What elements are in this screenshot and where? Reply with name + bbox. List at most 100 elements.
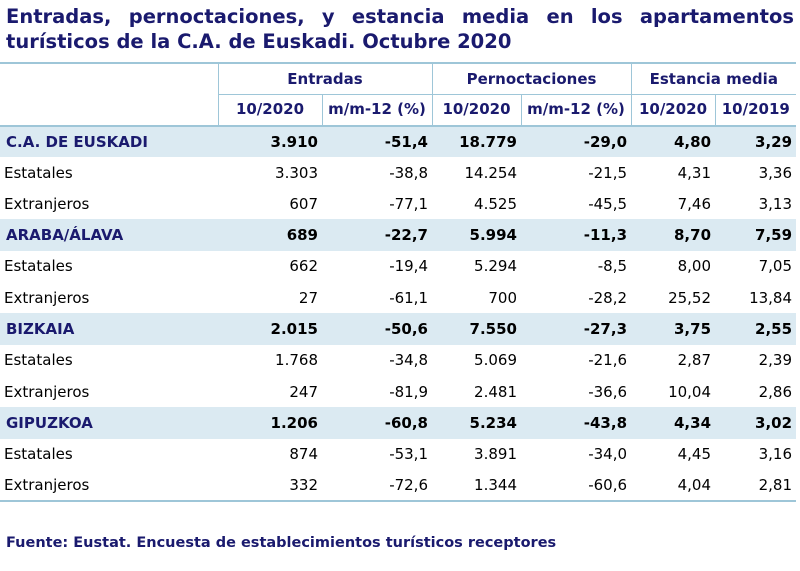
table-cell: 1.206	[218, 407, 322, 439]
table-row-region: BIZKAIA 2.015 -50,6 7.550 -27,3 3,75 2,55	[0, 313, 797, 345]
row-label: Extranjeros	[4, 194, 90, 213]
header-entradas: Entradas	[217, 61, 432, 95]
table-cell: 5.069	[474, 351, 517, 370]
table-cell: -27,3	[521, 313, 632, 345]
row-label: Estatales	[4, 163, 73, 182]
table-cell: -8,5	[597, 257, 628, 276]
header-row-sub: 10/2020 m/m-12 (%) 10/2020 m/m-12 (%) 10…	[0, 93, 797, 127]
table-row: Extranjeros 332 -72,6 1.344 -60,6 4,04 2,81	[0, 469, 797, 503]
table-cell: 2,86	[758, 382, 793, 401]
table-cell: 3,16	[758, 445, 793, 464]
table-cell: -11,3	[521, 219, 632, 251]
table-cell: -53,1	[389, 445, 428, 464]
table-cell: 700	[488, 288, 517, 307]
source-note: Fuente: Eustat. Encuesta de establecimie…	[6, 535, 557, 551]
header-pernoctaciones: Pernoctaciones	[431, 61, 632, 95]
row-label: C.A. DE EUSKADI	[0, 125, 218, 157]
table-row: Estatales 662 -19,4 5.294 -8,5 8,00 7,05	[0, 251, 796, 282]
table-cell: 4,80	[631, 125, 716, 157]
header-estancia-previous: 10/2019	[714, 93, 797, 127]
table-cell: -51,4	[322, 125, 432, 157]
table-cell: -72,6	[322, 469, 432, 503]
table-cell: -19,4	[389, 257, 428, 276]
table-cell: 3.303	[275, 163, 318, 182]
table-cell: 7,59	[715, 219, 797, 251]
table-cell: 5.994	[432, 219, 521, 251]
table-cell: 2.015	[218, 313, 322, 345]
table-cell: 662	[289, 257, 318, 276]
title-line-1: Entradas, pernoctaciones, y estancia med…	[6, 5, 794, 28]
table-cell: 4,04	[631, 469, 716, 503]
table-cell: -81,9	[389, 382, 428, 401]
table-row: Estatales 874 -53,1 3.891 -34,0 4,45 3,16	[0, 439, 796, 470]
table-cell: 332	[218, 469, 322, 503]
table-cell: -50,6	[322, 313, 432, 345]
table-cell: 3.891	[474, 445, 517, 464]
table-cell: -22,7	[322, 219, 432, 251]
table-cell: 10,04	[668, 382, 712, 401]
table-cell: 1.344	[432, 469, 521, 503]
table-cell: 3,13	[758, 194, 793, 213]
table-cell: 3,75	[631, 313, 716, 345]
table-cell: -45,5	[588, 194, 628, 213]
table-cell: 874	[289, 445, 318, 464]
header-row-groups: Entradas Pernoctaciones Estancia media	[0, 61, 797, 95]
page-title: Entradas, pernoctaciones, y estancia med…	[6, 4, 794, 54]
table-cell: 2,39	[758, 351, 793, 370]
row-label: Estatales	[4, 257, 73, 276]
table-cell: -34,8	[389, 351, 428, 370]
row-label: Extranjeros	[0, 469, 218, 503]
title-line-2: turísticos de la C.A. de Euskadi. Octubr…	[6, 30, 512, 53]
table-row-region: ARABA/ÁLAVA 689 -22,7 5.994 -11,3 8,70 7,59	[0, 219, 797, 251]
table-cell: 689	[218, 219, 322, 251]
row-label: Extranjeros	[4, 288, 90, 307]
table-cell: 2,55	[715, 313, 797, 345]
table-cell: 5.294	[474, 257, 517, 276]
table-cell: 3,29	[715, 125, 797, 157]
table-cell: 8,00	[677, 257, 712, 276]
table-cell: -60,6	[521, 469, 632, 503]
row-label: ARABA/ÁLAVA	[0, 219, 218, 251]
table-cell: 13,84	[749, 288, 793, 307]
table-row: Estatales 1.768 -34,8 5.069 -21,6 2,87 2,39	[0, 345, 796, 376]
table-cell: 1.768	[275, 351, 318, 370]
table-row: Extranjeros 607 -77,1 4.525 -45,5 7,46 3,13	[0, 188, 796, 219]
table-cell: 14.254	[464, 163, 518, 182]
table-cell: 4.525	[474, 194, 517, 213]
table-cell: 247	[289, 382, 318, 401]
header-pernoctaciones-period: 10/2020	[431, 93, 521, 127]
row-label: Estatales	[4, 445, 73, 464]
row-label: Extranjeros	[4, 382, 90, 401]
table-cell: 4,45	[677, 445, 712, 464]
table-cell: 607	[289, 194, 318, 213]
table-cell: 7,05	[758, 257, 793, 276]
data-table: Entradas Pernoctaciones Estancia media 1…	[0, 61, 797, 503]
table-cell: 3,36	[758, 163, 793, 182]
header-pernoctaciones-change: m/m-12 (%)	[520, 93, 632, 127]
table-cell: 27	[298, 288, 318, 307]
table-cell: -21,6	[588, 351, 628, 370]
table-cell: 4,34	[631, 407, 716, 439]
table-cell: -61,1	[389, 288, 428, 307]
table-cell: 2,81	[715, 469, 797, 503]
table-cell: -29,0	[521, 125, 632, 157]
table-cell: -77,1	[389, 194, 428, 213]
header-entradas-change: m/m-12 (%)	[321, 93, 432, 127]
table-row: Extranjeros 247 -81,9 2.481 -36,6 10,04 2,86	[0, 376, 796, 407]
table-cell: -21,5	[588, 163, 628, 182]
table-cell: 2,87	[677, 351, 712, 370]
header-estancia-current: 10/2020	[630, 93, 716, 127]
table-cell: 2.481	[474, 382, 517, 401]
row-label: GIPUZKOA	[0, 407, 218, 439]
table-row-region: GIPUZKOA 1.206 -60,8 5.234 -43,8 4,34 3,02	[0, 407, 797, 439]
table-cell: 7,46	[677, 194, 712, 213]
table-cell: 25,52	[668, 288, 712, 307]
table-cell: 18.779	[432, 125, 521, 157]
header-empty-cell	[0, 94, 218, 127]
table-cell: 7.550	[432, 313, 521, 345]
table-cell: 5.234	[432, 407, 521, 439]
table-cell: -28,2	[588, 288, 628, 307]
table-cell: 4,31	[677, 163, 712, 182]
header-entradas-period: 10/2020	[217, 93, 322, 127]
table-cell: -38,8	[389, 163, 428, 182]
